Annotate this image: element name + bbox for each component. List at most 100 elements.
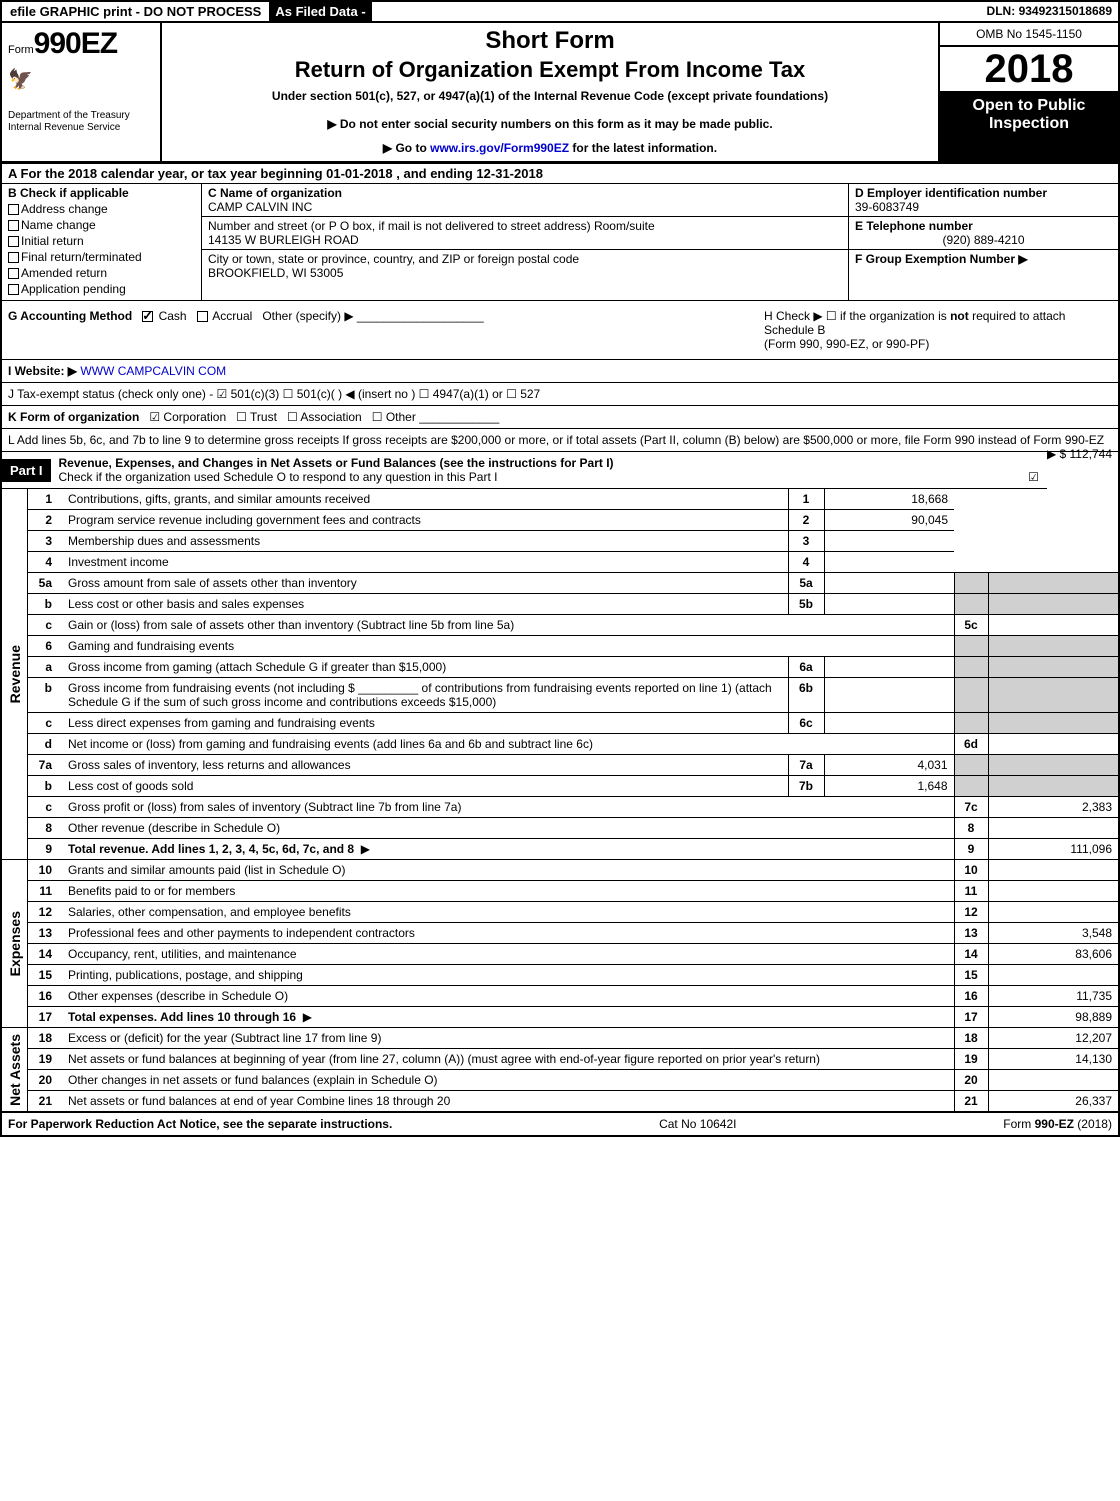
part1-header-row: Part I Revenue, Expenses, and Changes in… [2, 452, 1047, 489]
part1-badge: Part I [2, 459, 51, 482]
l6-desc: Gaming and fundraising events [62, 636, 954, 657]
l2-desc: Program service revenue including govern… [62, 510, 788, 531]
l6a-desc: Gross income from gaming (attach Schedul… [62, 657, 788, 678]
l7a-no: 7a [28, 755, 62, 776]
l9-desc-cell: Total revenue. Add lines 1, 2, 3, 4, 5c,… [62, 839, 954, 860]
l16-desc: Other expenses (describe in Schedule O) [62, 986, 954, 1007]
part1-check-text: Check if the organization used Schedule … [59, 470, 498, 484]
l7b-desc: Less cost of goods sold [62, 776, 788, 797]
l6b-gray2 [988, 678, 1118, 713]
l7b-sno: 7b [788, 776, 824, 797]
website-link[interactable]: WWW CAMPCALVIN COM [80, 364, 226, 378]
asfiled-box: As Filed Data - [269, 2, 371, 21]
l5c-no: c [28, 615, 62, 636]
g-label: G Accounting Method [8, 309, 132, 323]
chk-accrual[interactable] [197, 311, 208, 322]
l4-desc: Investment income [62, 552, 788, 573]
l6c-sval [824, 713, 954, 734]
l5a-gray2 [988, 573, 1118, 594]
l6d-desc: Net income or (loss) from gaming and fun… [62, 734, 954, 755]
l6c-gray1 [954, 713, 988, 734]
l18-mno: 18 [954, 1028, 988, 1049]
main-title: Return of Organization Exempt From Incom… [168, 57, 932, 83]
footer-right: Form 990-EZ (2018) [1003, 1117, 1112, 1131]
irs-link[interactable]: www.irs.gov/Form990EZ [430, 141, 569, 155]
l5b-no: b [28, 594, 62, 615]
l17-mno: 17 [954, 1007, 988, 1028]
chk-application-pending[interactable]: Application pending [8, 282, 195, 296]
l13-no: 13 [28, 923, 62, 944]
l1-desc: Contributions, gifts, grants, and simila… [62, 489, 788, 510]
l6c-gray2 [988, 713, 1118, 734]
l6a-sval [824, 657, 954, 678]
open-to-public: Open to Public Inspection [940, 93, 1118, 161]
l16-val: 11,735 [988, 986, 1118, 1007]
l7a-sno: 7a [788, 755, 824, 776]
chk-amended-return[interactable]: Amended return [8, 266, 195, 280]
website-label: I Website: ▶ [8, 364, 77, 378]
footer-mid: Cat No 10642I [659, 1117, 736, 1131]
h-not: not [950, 309, 969, 323]
chk-name-change[interactable]: Name change [8, 218, 195, 232]
line-10: 10Grants and similar amounts paid (list … [28, 860, 1118, 881]
l7c-desc: Gross profit or (loss) from sales of inv… [62, 797, 954, 818]
l6c-desc: Less direct expenses from gaming and fun… [62, 713, 788, 734]
l20-desc: Other changes in net assets or fund bala… [62, 1070, 954, 1091]
org-name-label: C Name of organization [208, 186, 342, 200]
l8-desc: Other revenue (describe in Schedule O) [62, 818, 954, 839]
tax-exempt-text: J Tax-exempt status (check only one) - ☑… [8, 387, 540, 401]
part1-check-val: ☑ [1028, 470, 1039, 484]
l18-val: 12,207 [988, 1028, 1118, 1049]
l6c-sno: 6c [788, 713, 824, 734]
l15-desc: Printing, publications, postage, and shi… [62, 965, 954, 986]
footer-left: For Paperwork Reduction Act Notice, see … [8, 1117, 392, 1131]
h-text1: H Check ▶ ☐ if the organization is [764, 309, 950, 323]
cash-label: Cash [159, 309, 187, 323]
l1-mno: 1 [788, 489, 824, 510]
form-header: Form 990EZ 🦅 Department of the Treasury … [2, 23, 1118, 164]
l7b-no: b [28, 776, 62, 797]
chk-final-return[interactable]: Final return/terminated [8, 250, 195, 264]
l12-no: 12 [28, 902, 62, 923]
line-7a: 7aGross sales of inventory, less returns… [28, 755, 1118, 776]
expenses-table: 10Grants and similar amounts paid (list … [28, 860, 1118, 1027]
form-number: Form 990EZ [8, 27, 154, 61]
revenue-label: Revenue [5, 641, 25, 707]
other-specify-label: Other (specify) ▶ [262, 309, 353, 323]
form-number-cell: Form 990EZ 🦅 Department of the Treasury … [2, 23, 162, 161]
l7c-mno: 7c [954, 797, 988, 818]
part1-title: Revenue, Expenses, and Changes in Net As… [59, 456, 614, 470]
chk-application-pending-label: Application pending [21, 282, 126, 296]
city-label: City or town, state or province, country… [208, 252, 579, 266]
chk-address-change[interactable]: Address change [8, 202, 195, 216]
l5a-desc-wrap: Gross amount from sale of assets other t… [62, 573, 788, 594]
info-grid: B Check if applicable Address change Nam… [2, 184, 1118, 301]
chk-cash[interactable] [142, 311, 153, 322]
col-b-label: B Check if applicable [8, 186, 195, 200]
top-bar-left: efile GRAPHIC print - DO NOT PROCESS As … [2, 2, 372, 21]
k-other: ☐ Other [372, 410, 416, 424]
l6a-sno: 6a [788, 657, 824, 678]
l5b-desc: Less cost or other basis and sales expen… [62, 594, 788, 615]
l7a-gray1 [954, 755, 988, 776]
l15-val [988, 965, 1118, 986]
chk-initial-return-label: Initial return [21, 234, 84, 248]
l6d-no: d [28, 734, 62, 755]
phone-row: E Telephone number (920) 889-4210 [849, 217, 1118, 250]
chk-initial-return[interactable]: Initial return [8, 234, 195, 248]
l20-val [988, 1070, 1118, 1091]
row-a-end: 12-31-2018 [476, 166, 543, 181]
accounting-method: G Accounting Method Cash Accrual Other (… [2, 301, 758, 359]
line-12: 12Salaries, other compensation, and empl… [28, 902, 1118, 923]
l3-desc: Membership dues and assessments [62, 531, 788, 552]
row-a-begin: 01-01-2018 [326, 166, 393, 181]
l6-no: 6 [28, 636, 62, 657]
l11-desc: Benefits paid to or for members [62, 881, 954, 902]
line-5c: cGain or (loss) from sale of assets othe… [28, 615, 1118, 636]
line-15: 15Printing, publications, postage, and s… [28, 965, 1118, 986]
group-exemption-label: F Group Exemption Number ▶ [855, 252, 1028, 266]
l10-desc: Grants and similar amounts paid (list in… [62, 860, 954, 881]
netassets-vlabel-cell: Net Assets [2, 1028, 28, 1111]
line-6: 6Gaming and fundraising events [28, 636, 1118, 657]
dln-value: 93492315018689 [1019, 4, 1112, 18]
